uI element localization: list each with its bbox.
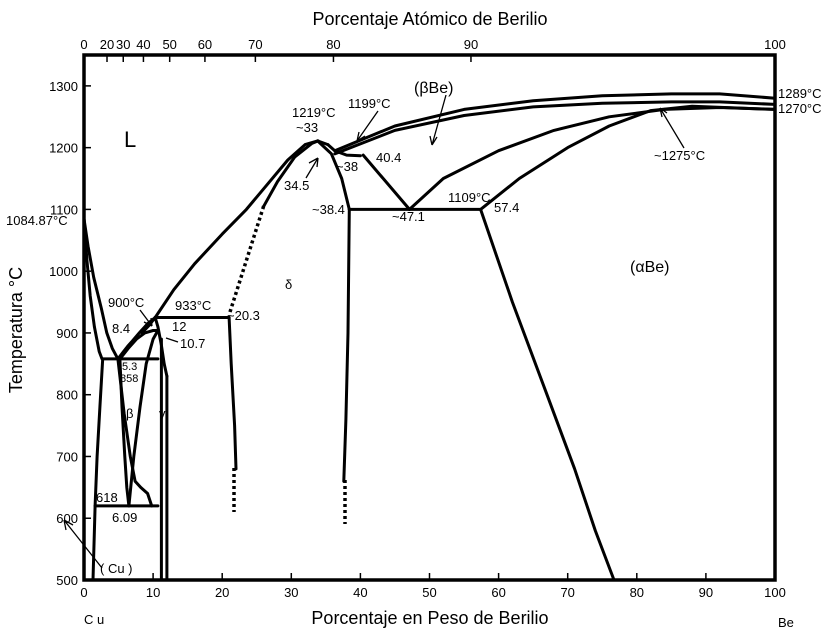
label-alpha-be: (αBe) bbox=[630, 259, 669, 276]
x-tick-label: 20 bbox=[215, 585, 229, 600]
top-tick-label: 40 bbox=[136, 37, 150, 52]
arrow-10-7 bbox=[165, 337, 179, 343]
phase-boundary-line bbox=[361, 153, 411, 211]
phase-boundary-line bbox=[127, 329, 160, 508]
label-1219: 1219°C bbox=[292, 105, 336, 120]
x-tick-label: 100 bbox=[764, 585, 786, 600]
x-axis-right-end-label: Be bbox=[778, 615, 794, 630]
y-tick-label: 600 bbox=[56, 511, 78, 526]
label-1270: 1270°C bbox=[778, 101, 822, 116]
top-axis-title: Porcentaje Atómico de Berilio bbox=[312, 9, 547, 29]
top-tick-label: 90 bbox=[464, 37, 478, 52]
label-liquid: L bbox=[124, 127, 136, 152]
label-6-09: 6.09 bbox=[112, 510, 137, 525]
x-tick-label: 50 bbox=[422, 585, 436, 600]
label-33: ~33 bbox=[296, 120, 318, 135]
label-900: 900°C bbox=[108, 295, 144, 310]
arrow-1199 bbox=[356, 110, 379, 142]
label-delta: δ bbox=[285, 277, 292, 292]
label-12: 12 bbox=[172, 319, 186, 334]
top-tick-label: 100 bbox=[764, 37, 786, 52]
label-1199: 1199°C bbox=[348, 96, 391, 111]
label-34-5: 34.5 bbox=[284, 178, 309, 193]
label-1109: 1109°C bbox=[448, 190, 491, 205]
top-tick-label: 20 bbox=[100, 37, 114, 52]
phase-boundary-line bbox=[118, 357, 131, 508]
phase-boundary-line bbox=[316, 139, 351, 211]
top-tick-label: 50 bbox=[162, 37, 176, 52]
top-tick-label: 0 bbox=[80, 37, 87, 52]
phase-boundary-line bbox=[91, 357, 105, 582]
phase-boundary-line bbox=[333, 92, 777, 153]
label-1289: 1289°C bbox=[778, 86, 822, 101]
y-tick-label: 700 bbox=[56, 449, 78, 464]
label-1084-87: 1084.87°C bbox=[6, 213, 68, 228]
phase-boundaries bbox=[82, 92, 777, 582]
x-axis-left-end-label: C u bbox=[84, 612, 104, 627]
phase-boundary-line bbox=[479, 207, 616, 582]
label-5-3: 5.3 bbox=[122, 361, 137, 373]
label-618: 618 bbox=[96, 490, 118, 505]
y-tick-label: 1000 bbox=[49, 264, 78, 279]
y-tick-label: 1100 bbox=[50, 202, 78, 217]
top-tick-label: 80 bbox=[326, 37, 340, 52]
y-tick-label: 500 bbox=[56, 573, 78, 588]
label-38: ~38 bbox=[336, 159, 358, 174]
phase-boundary-line bbox=[262, 139, 320, 208]
phase-boundary-line bbox=[227, 316, 238, 471]
label-gamma: γ bbox=[159, 406, 166, 421]
top-tick-label: 30 bbox=[116, 37, 130, 52]
x-tick-label: 10 bbox=[146, 585, 160, 600]
y-tick-label: 1200 bbox=[49, 141, 78, 156]
label-8-4: 8.4 bbox=[112, 321, 130, 336]
phase-boundary-line bbox=[118, 329, 160, 361]
top-tick-label: 70 bbox=[248, 37, 262, 52]
dotted-delta-liquidus bbox=[228, 204, 266, 313]
phase-boundary-line bbox=[153, 139, 330, 319]
arrow-34-5 bbox=[305, 157, 319, 179]
arrow-900 bbox=[139, 309, 153, 327]
label-933: 933°C bbox=[175, 298, 211, 313]
x-tick-label: 90 bbox=[699, 585, 713, 600]
top-tick-label: 60 bbox=[198, 37, 212, 52]
x-tick-label: 80 bbox=[630, 585, 644, 600]
phase-boundary-line bbox=[333, 100, 777, 156]
plot-frame bbox=[82, 53, 777, 582]
x-tick-label: 40 bbox=[353, 585, 367, 600]
label-beta: β bbox=[126, 406, 133, 421]
label-858: 858 bbox=[120, 373, 138, 385]
phase-boundary-line bbox=[116, 357, 154, 508]
label-beta-be: (βBe) bbox=[414, 80, 453, 97]
y-tick-label: 900 bbox=[56, 326, 78, 341]
y-tick-label: 800 bbox=[56, 388, 78, 403]
arrow-1275 bbox=[659, 107, 685, 149]
y-axis-title: Temperatura °C bbox=[6, 267, 26, 393]
x-tick-label: 0 bbox=[80, 585, 87, 600]
phase-boundary-line bbox=[82, 217, 120, 361]
label-cu-phase: ( Cu ) bbox=[100, 561, 133, 576]
label-20-3: ~20.3 bbox=[227, 308, 260, 323]
phase-boundary-line bbox=[479, 104, 777, 211]
arrow-beta-be bbox=[429, 94, 447, 146]
phase-boundary-line bbox=[82, 217, 104, 361]
arrow-cu-label bbox=[63, 519, 103, 569]
label-57-4: 57.4 bbox=[494, 200, 519, 215]
x-axis-title: Porcentaje en Peso de Berilio bbox=[311, 608, 548, 628]
label-38-4: ~38.4 bbox=[312, 202, 345, 217]
x-tick-label: 60 bbox=[491, 585, 505, 600]
label-47-1: ~47.1 bbox=[392, 209, 425, 224]
x-tick-label: 30 bbox=[284, 585, 298, 600]
label-40-4: 40.4 bbox=[376, 150, 401, 165]
y-tick-label: 1300 bbox=[49, 79, 78, 94]
label-1275: ~1275°C bbox=[654, 148, 705, 163]
x-tick-label: 70 bbox=[560, 585, 574, 600]
label-10-7: 10.7 bbox=[180, 336, 205, 351]
phase-boundary-line bbox=[342, 207, 351, 483]
